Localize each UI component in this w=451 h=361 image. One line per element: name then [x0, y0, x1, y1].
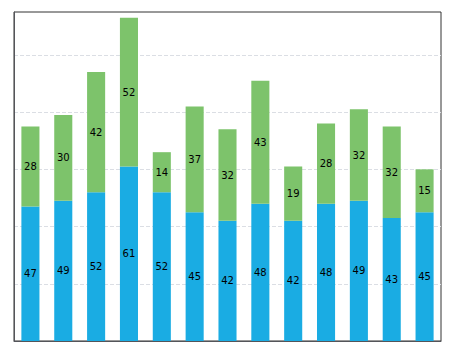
svg-text:49: 49: [57, 265, 70, 276]
svg-text:45: 45: [188, 271, 201, 282]
svg-text:15: 15: [418, 185, 431, 196]
svg-text:42: 42: [287, 275, 300, 286]
svg-text:32: 32: [385, 167, 398, 178]
svg-text:28: 28: [24, 161, 37, 172]
svg-text:49: 49: [353, 265, 366, 276]
svg-text:48: 48: [320, 267, 333, 278]
svg-text:32: 32: [221, 170, 234, 181]
svg-text:43: 43: [254, 137, 267, 148]
svg-text:52: 52: [123, 87, 136, 98]
svg-text:14: 14: [155, 167, 168, 178]
svg-text:45: 45: [418, 271, 431, 282]
svg-text:47: 47: [24, 268, 37, 279]
svg-text:52: 52: [155, 261, 168, 272]
svg-text:52: 52: [90, 261, 103, 272]
svg-text:30: 30: [57, 152, 70, 163]
svg-text:43: 43: [385, 274, 398, 285]
svg-text:32: 32: [353, 150, 366, 161]
svg-text:37: 37: [188, 154, 201, 165]
svg-text:42: 42: [90, 127, 103, 138]
svg-text:28: 28: [320, 158, 333, 169]
svg-text:48: 48: [254, 267, 267, 278]
svg-text:61: 61: [123, 248, 136, 259]
svg-text:19: 19: [287, 188, 300, 199]
svg-text:42: 42: [221, 275, 234, 286]
